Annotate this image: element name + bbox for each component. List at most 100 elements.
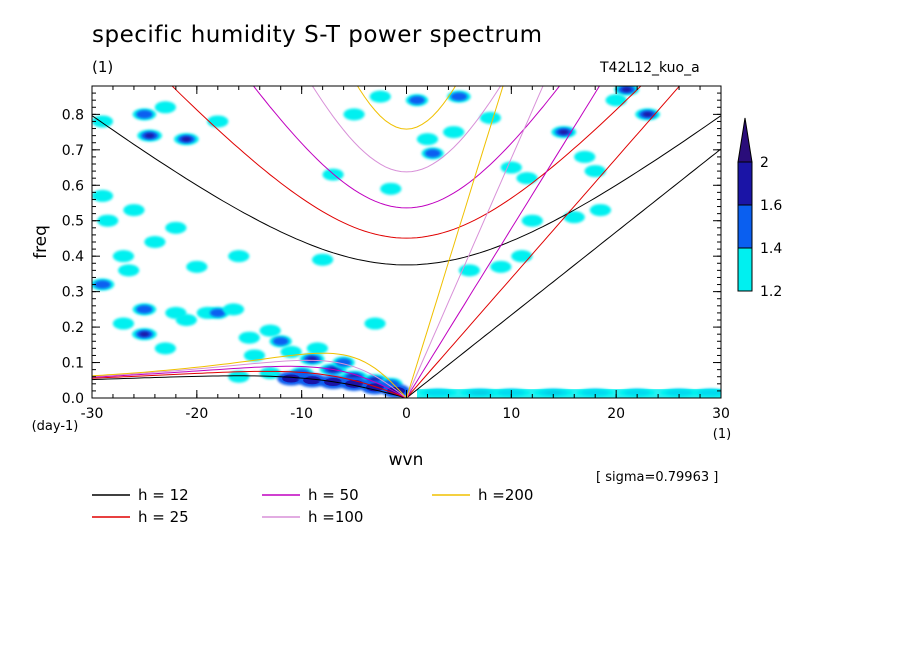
x-tick-label: 30 [712, 406, 730, 422]
ig-curve-25 [171, 86, 642, 239]
legend-label: h =200 [478, 486, 533, 504]
contour-blob [621, 87, 632, 92]
contour-blob [642, 111, 653, 117]
plot-frame [91, 85, 722, 399]
legend-label: h = 12 [138, 486, 189, 504]
y-tick-label: 0.0 [62, 391, 84, 407]
kelvin-curve-200 [406, 86, 504, 398]
contour-blob [112, 317, 135, 330]
contour-blob [409, 95, 425, 105]
contour-blob [500, 161, 522, 174]
contour-blob [364, 317, 386, 330]
contour-blob [136, 305, 153, 314]
contour-blob [165, 221, 187, 234]
contour-blob [424, 149, 441, 158]
contour-blob [322, 168, 344, 181]
contour-blob [144, 133, 155, 139]
contour-blob [92, 189, 114, 202]
contour-blob [450, 92, 468, 101]
contour-blob [516, 172, 538, 185]
contour-blob [243, 349, 266, 362]
x-tick-label: 20 [607, 406, 625, 422]
contour-blob [175, 314, 197, 326]
rossby-curve-100 [92, 359, 407, 398]
ig-curve-12 [92, 115, 721, 266]
contour-blob [118, 264, 140, 277]
chart-units-label: (1) [92, 58, 114, 76]
contour-blob [144, 236, 166, 248]
x-unit-label: (1) [713, 427, 731, 442]
y-tick-label: 0.8 [62, 107, 84, 123]
colorbar-segment [737, 247, 753, 292]
contour-blob [136, 110, 153, 119]
spectrum-contours [92, 86, 721, 398]
contour-blob [490, 260, 512, 273]
contour-blob [589, 204, 612, 217]
contour-blob [139, 331, 150, 337]
contour-band [416, 389, 721, 398]
x-tick-label: 10 [502, 406, 520, 422]
ig-curve-50 [252, 86, 561, 209]
contour-blob [186, 260, 208, 273]
colorbar-extend-arrow [737, 117, 753, 163]
contour-blob [521, 214, 543, 227]
contour-blob [259, 324, 281, 337]
contour-blob [154, 101, 176, 114]
contour-blob [207, 115, 229, 128]
contour-blob [343, 108, 365, 121]
chart-title: specific humidity S-T power spectrum [92, 22, 543, 48]
contour-blob [574, 150, 596, 163]
contour-blob [558, 129, 569, 135]
x-axis-title: wvn [389, 450, 424, 470]
colorbar-label: 1.6 [760, 198, 782, 214]
contour-blob [272, 337, 289, 346]
y-axis-title: freq [31, 225, 51, 259]
contour-blob [605, 94, 627, 107]
colorbar-segment [737, 161, 753, 206]
ig-curve-100 [311, 86, 502, 173]
contour-blob [94, 280, 111, 289]
colorbar-label: 2 [760, 155, 769, 171]
contour-blob [112, 250, 135, 263]
x-tick-label: -20 [185, 406, 208, 422]
y-tick-label: 0.2 [62, 320, 84, 336]
contour-blob [511, 250, 533, 263]
contour-blob [282, 374, 301, 383]
sigma-note: [ sigma=0.79963 ] [596, 470, 719, 485]
kelvin-curve-25 [406, 86, 681, 398]
contour-blob [479, 111, 501, 124]
dispersion-curves [92, 86, 721, 398]
contour-blob [238, 331, 260, 344]
y-tick-label: 0.6 [62, 178, 84, 194]
x-tick-label: -30 [81, 406, 104, 422]
legend-label: h =100 [308, 508, 363, 526]
legend-label: h = 50 [308, 486, 359, 504]
contour-blob [181, 136, 192, 142]
colorbar-label: 1.4 [760, 241, 782, 257]
x-tick-label: 0 [402, 406, 411, 422]
contour-blob [228, 250, 250, 263]
contour-blob [380, 182, 402, 195]
colorbar: 1.2 1.4 1.6 2 [737, 117, 782, 300]
colorbar-label: 1.2 [760, 284, 782, 300]
contour-blob [584, 165, 606, 178]
y-tick-label: 0.5 [62, 214, 84, 230]
contour-blob [209, 308, 226, 318]
rossby-curve-50 [92, 365, 407, 398]
x-tick-label: -10 [290, 406, 313, 422]
ig-curve-200 [356, 86, 457, 130]
contour-blob [123, 204, 145, 217]
contour-blob [563, 211, 585, 224]
y-unit-label: (day-1) [32, 419, 79, 434]
rossby-curve-25 [92, 370, 407, 398]
legend-label: h = 25 [138, 508, 189, 526]
legend: h = 12 h = 25 h = 50 h =100 h =200 [92, 486, 533, 526]
contour-blob [97, 214, 119, 227]
contour-blob [443, 126, 465, 139]
contour-blob [312, 253, 334, 266]
kelvin-curve-100 [406, 86, 544, 398]
contour-blob [222, 303, 245, 316]
y-tick-label: 0.3 [62, 285, 84, 301]
y-tick-label: 0.1 [62, 356, 84, 372]
